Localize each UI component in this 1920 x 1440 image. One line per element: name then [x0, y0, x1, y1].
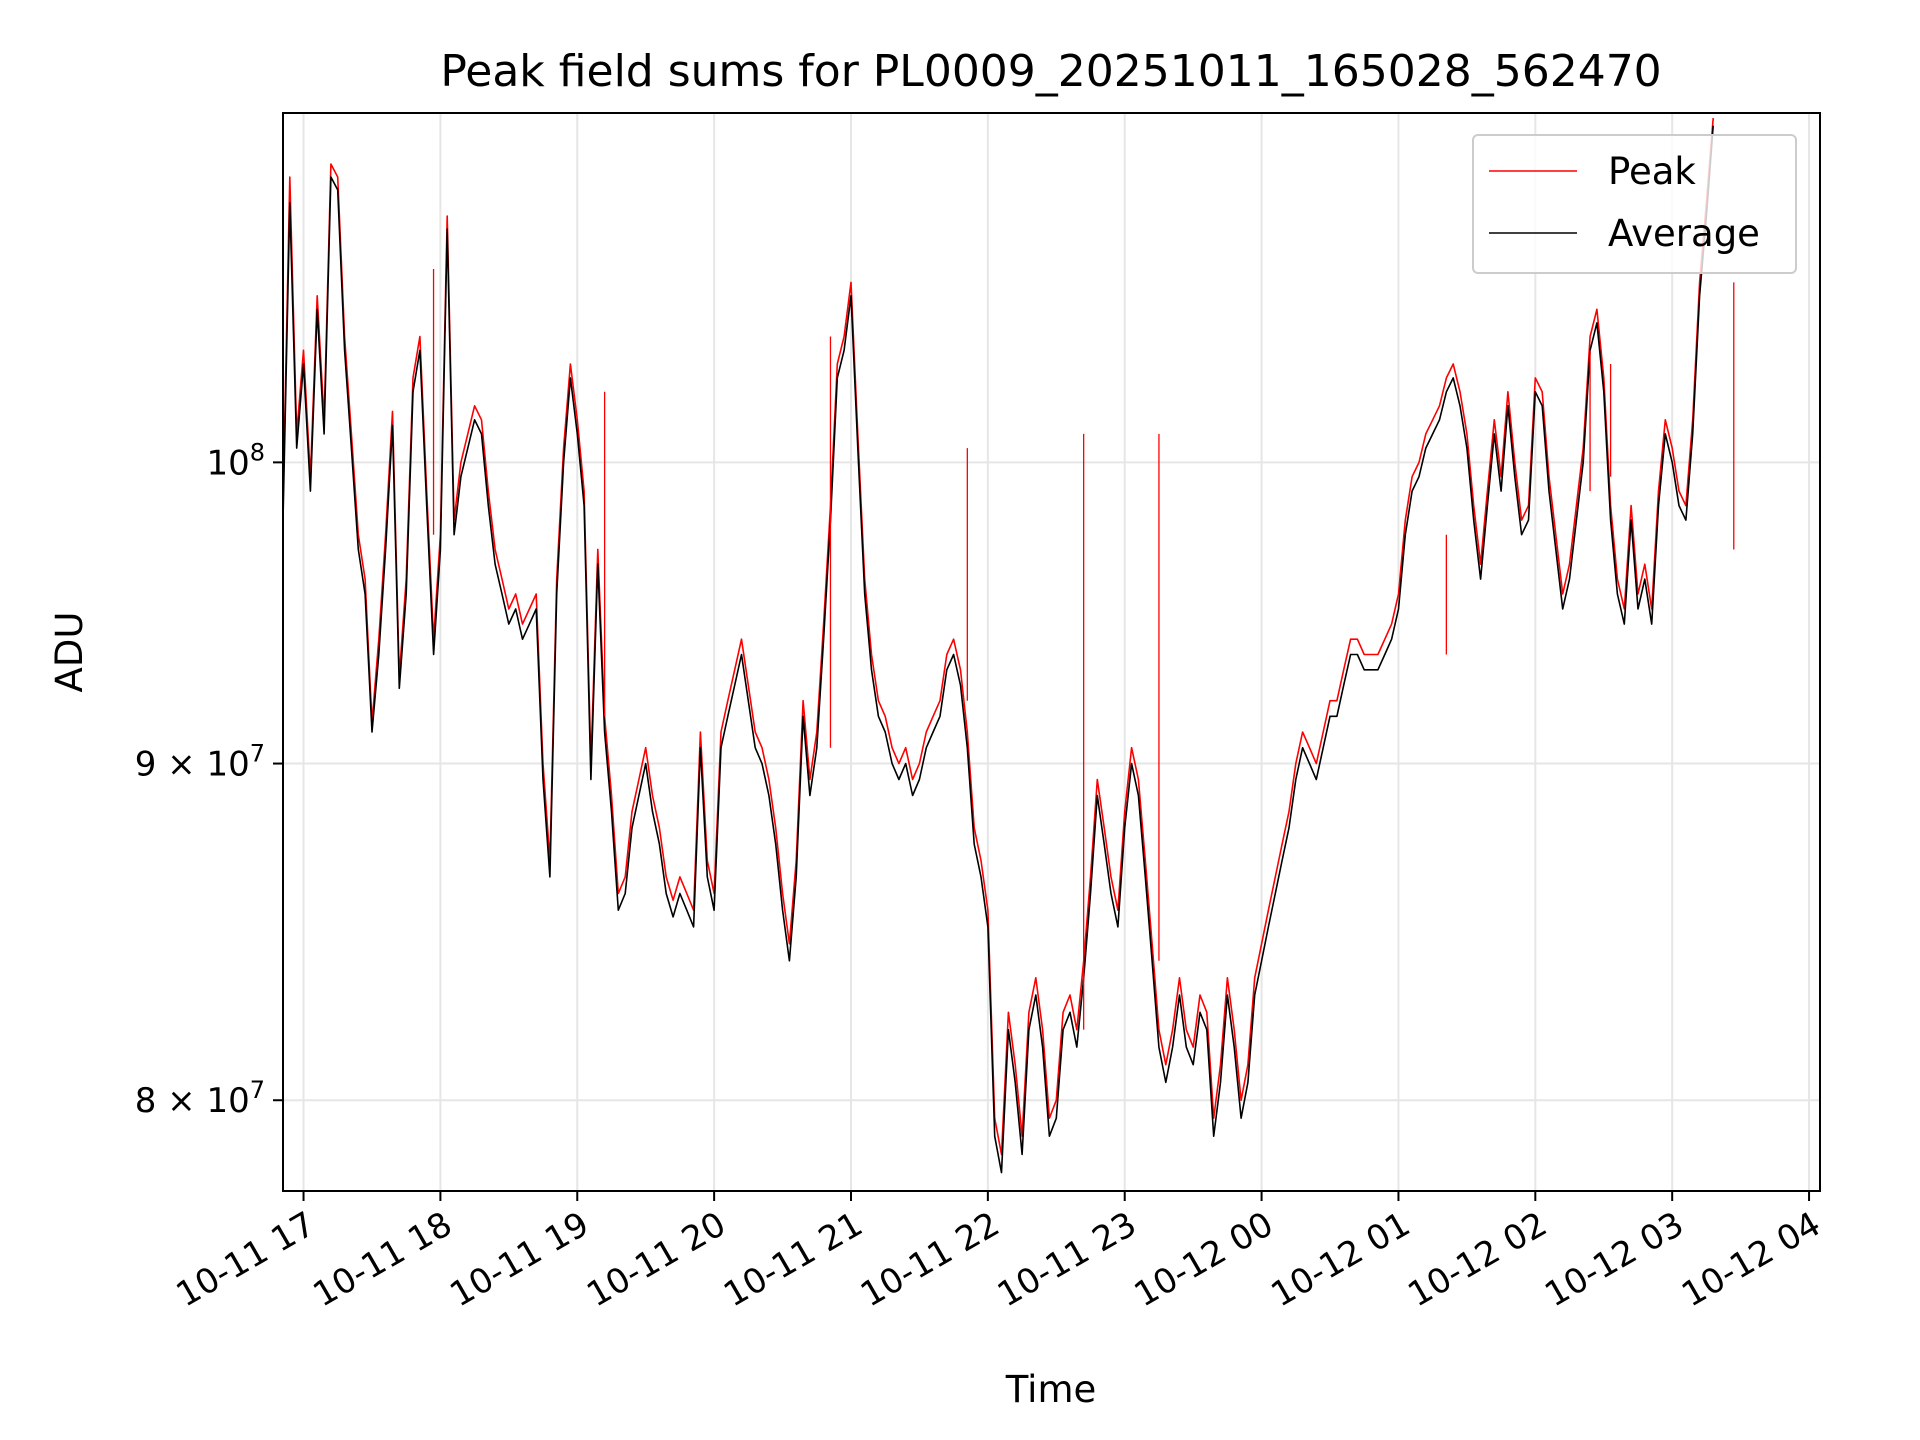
- plot-frame: [282, 112, 1821, 1192]
- y-tick-mantissa: 10: [206, 443, 249, 483]
- series-line-average: [283, 125, 1714, 1174]
- legend: Peak Average: [1472, 134, 1797, 274]
- y-tick-label: 8 × 107: [135, 1076, 265, 1121]
- y-tick-exponent: 8: [250, 438, 265, 466]
- y-tick-label: 108: [206, 438, 265, 483]
- y-tick-exponent: 7: [250, 740, 265, 768]
- x-axis-label: Time: [1005, 1368, 1097, 1411]
- grid: [283, 113, 1820, 1191]
- y-axis-label: ADU: [48, 612, 91, 693]
- chart-title: Peak field sums for PL0009_20251011_1650…: [440, 46, 1661, 97]
- legend-label-average: Average: [1608, 212, 1760, 255]
- legend-label-peak: Peak: [1608, 150, 1696, 193]
- y-tick-mantissa: 9 × 10: [135, 745, 250, 785]
- y-tick-exponent: 7: [250, 1076, 265, 1104]
- series-lines: [283, 118, 1735, 1174]
- legend-box: [1472, 134, 1797, 274]
- y-tick-mantissa: 8 × 10: [135, 1081, 250, 1121]
- series-line-peak: [283, 118, 1714, 1156]
- y-tick-label: 9 × 107: [135, 740, 265, 785]
